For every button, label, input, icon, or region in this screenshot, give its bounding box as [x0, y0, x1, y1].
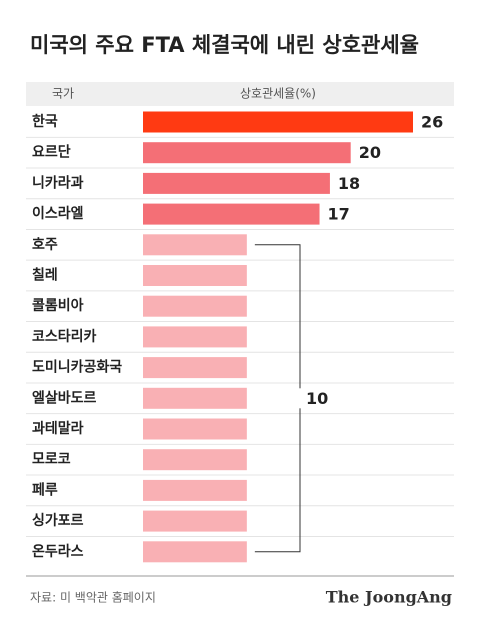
category-label: 과테말라	[32, 421, 84, 437]
bar	[143, 449, 247, 471]
value-label: 26	[421, 113, 443, 132]
bar	[143, 479, 247, 501]
category-label: 한국	[32, 114, 58, 130]
bracket-gap	[296, 388, 324, 409]
bar	[143, 357, 247, 379]
value-label: 10	[306, 389, 328, 408]
value-label: 20	[359, 143, 381, 162]
category-label: 도미니카공화국	[32, 360, 122, 376]
bar	[143, 234, 247, 256]
source: 자료: 미 백악관 홈페이지	[30, 591, 156, 605]
value-label: 17	[328, 205, 350, 224]
column-label: 국가	[52, 87, 74, 101]
column-label: 상호관세율(%)	[240, 87, 316, 101]
category-label: 콜롬비아	[32, 297, 84, 314]
chart-title: 미국의 주요 FTA 체결국에 내린 상호관세율	[30, 33, 419, 57]
bar	[143, 387, 247, 409]
bar	[143, 295, 247, 317]
category-label: 싱가포르	[32, 513, 84, 529]
category-label: 페루	[32, 482, 58, 498]
value-label: 18	[338, 174, 360, 193]
category-label: 코스타리카	[32, 329, 97, 345]
bar	[143, 111, 413, 133]
bar	[143, 510, 247, 532]
category-label: 엘살바도르	[32, 389, 97, 406]
category-label: 호주	[32, 237, 58, 253]
bar	[143, 326, 247, 348]
bar	[143, 142, 351, 164]
logo: The JoongAng	[326, 588, 452, 607]
bar	[143, 418, 247, 440]
category-label: 칠레	[32, 267, 58, 284]
bar	[143, 265, 247, 286]
category-label: 온두라스	[32, 544, 84, 560]
category-label: 이스라엘	[32, 205, 84, 222]
bar	[143, 172, 330, 194]
category-label: 요르단	[32, 144, 71, 161]
bar	[143, 203, 320, 225]
category-label: 모로코	[32, 452, 71, 468]
category-label: 니카라과	[32, 175, 84, 191]
header-row	[26, 82, 454, 106]
bar	[143, 541, 247, 563]
